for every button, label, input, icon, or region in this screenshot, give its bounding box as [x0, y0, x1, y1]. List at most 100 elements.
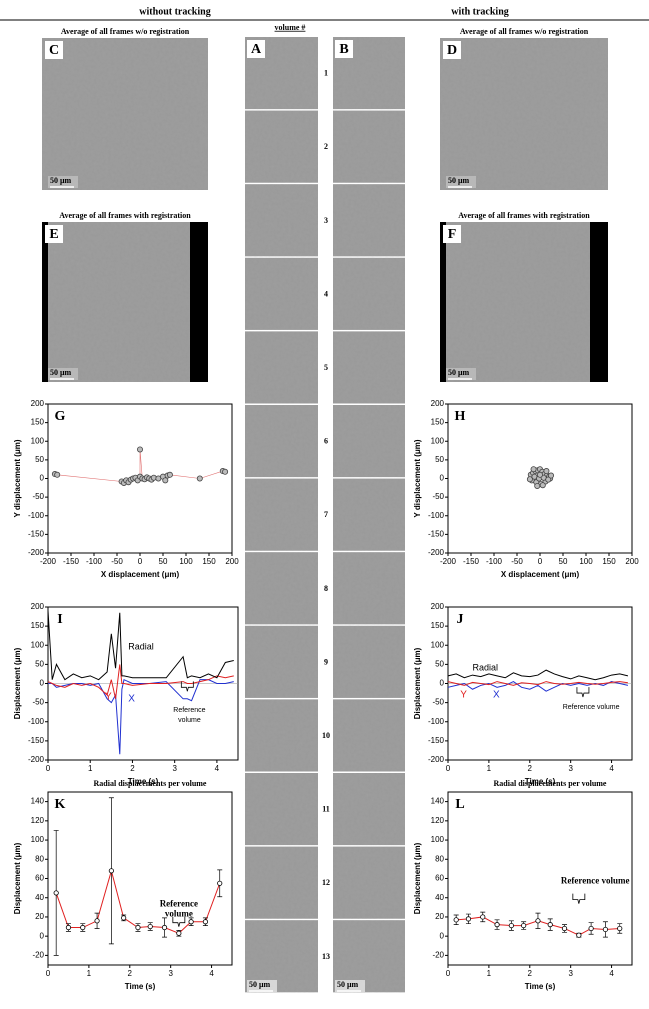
point: [530, 466, 537, 473]
y-axis-label: Displacement (μm): [13, 842, 22, 914]
y-tick-label: -150: [28, 736, 45, 745]
volume-number: 11: [322, 805, 330, 814]
volume-number: 8: [324, 584, 328, 593]
y-tick-label: -20: [432, 950, 444, 959]
y-tick-label: 100: [31, 436, 45, 445]
point: [543, 468, 550, 475]
y-axis-label: Displacement (μm): [413, 647, 422, 719]
series-line: [447, 681, 628, 686]
volume-number: 5: [324, 363, 328, 372]
y-tick-label: 0: [440, 474, 445, 483]
y-tick-label: 80: [35, 854, 44, 863]
x-axis-label: Time (s): [128, 777, 159, 786]
scale-bg: [446, 368, 476, 380]
volume-number: 3: [324, 216, 328, 225]
annotation: volume: [165, 909, 193, 919]
x-tick-label: 0: [46, 764, 51, 773]
micrograph-texture: [245, 478, 318, 551]
series-line: [47, 664, 234, 699]
x-tick-label: 50: [559, 557, 568, 566]
x-tick-label: 50: [159, 557, 168, 566]
x-tick-label: -150: [463, 557, 480, 566]
mean-point: [121, 915, 127, 921]
y-tick-label: -50: [32, 492, 44, 501]
volume-number: 9: [324, 657, 328, 666]
x-tick-label: 4: [209, 969, 214, 978]
y-axis-label: Y displacement (μm): [13, 439, 22, 517]
micrograph-texture: [245, 625, 318, 698]
y-tick-label: 150: [431, 418, 445, 427]
y-tick-label: 150: [431, 621, 445, 630]
point: [222, 468, 229, 475]
x-tick-label: 0: [138, 557, 143, 566]
micrograph-texture: [245, 257, 318, 330]
x-tick-label: -100: [86, 557, 103, 566]
mean-point: [176, 930, 182, 936]
volume-number: 6: [324, 437, 328, 446]
micrograph-texture: [333, 110, 405, 183]
y-tick-label: 120: [31, 816, 45, 825]
mean-point: [453, 917, 459, 923]
chart-title: Radial displacements per volume: [494, 779, 607, 788]
y-tick-label: 50: [35, 659, 44, 668]
y-tick-label: 150: [31, 418, 45, 427]
x-tick-label: 200: [625, 557, 639, 566]
x-tick-label: 150: [602, 557, 616, 566]
x-tick-label: -50: [111, 557, 123, 566]
mean-point: [521, 922, 527, 929]
bracket: [576, 687, 590, 698]
panel-letter-box: [443, 41, 461, 59]
panel-letter-box: [51, 795, 69, 813]
mean-point: [561, 925, 568, 932]
y-tick-label: 200: [431, 399, 445, 408]
annotation: volume: [178, 717, 201, 724]
bracket: [180, 681, 194, 692]
plot-frame: [47, 791, 233, 966]
x-tick-label: 1: [487, 969, 492, 978]
scale-label: 50 μm: [50, 368, 72, 377]
micrograph-texture: [245, 405, 318, 478]
panel-letter: B: [339, 42, 348, 57]
x-tick-label: 4: [215, 764, 220, 773]
point: [548, 472, 555, 479]
point: [166, 471, 173, 478]
x-tick-label: -200: [440, 557, 457, 566]
y-tick-label: -50: [432, 698, 444, 707]
image-title: Average of all frames w/o registration: [460, 27, 589, 36]
volume-number: 2: [324, 142, 328, 151]
mean-point: [494, 922, 500, 928]
y-tick-label: -50: [32, 698, 44, 707]
y-tick-label: 100: [431, 436, 445, 445]
panel-letter-box: [45, 225, 63, 243]
point: [196, 475, 203, 482]
mean-point: [53, 890, 59, 896]
point: [54, 471, 61, 478]
panel-letter-box: [45, 41, 63, 59]
scale-label: 50 μm: [50, 176, 72, 185]
x-tick-label: 3: [568, 969, 573, 978]
x-tick-label: -100: [486, 557, 503, 566]
y-tick-label: 0: [440, 931, 445, 940]
y-tick-label: -200: [428, 755, 445, 764]
volume-number: 7: [324, 510, 328, 519]
y-tick-label: -50: [432, 492, 444, 501]
mean-point: [508, 922, 514, 929]
image-title: Average of all frames with registration: [59, 211, 191, 220]
x-tick-label: 1: [88, 764, 93, 773]
panel-letter-box: [51, 610, 69, 628]
panel-letter: K: [55, 797, 66, 812]
micrograph-texture: [42, 38, 208, 190]
volume-number: 10: [322, 731, 330, 740]
mean-point: [94, 918, 100, 924]
series-label: Y: [460, 690, 467, 701]
y-axis-label: Displacement (μm): [413, 842, 422, 914]
y-tick-label: 60: [435, 874, 444, 883]
y-tick-label: 200: [31, 602, 45, 611]
micrograph-texture: [333, 331, 405, 404]
mean-point: [480, 914, 486, 920]
y-tick-label: 140: [431, 797, 445, 806]
mean-point: [535, 918, 541, 924]
micrograph-texture: [333, 699, 405, 772]
bracket: [572, 893, 586, 904]
